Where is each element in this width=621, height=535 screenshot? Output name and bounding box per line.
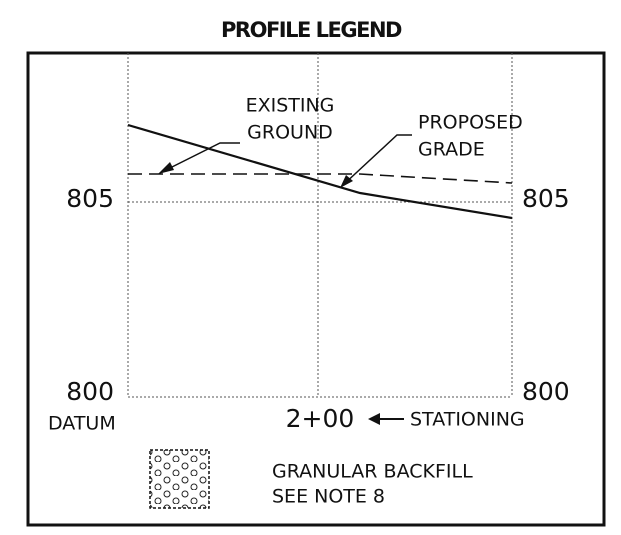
grid xyxy=(127,53,513,398)
backfill-swatch xyxy=(149,449,210,509)
legend-text: GRANULAR BACKFILL xyxy=(272,461,473,483)
legend-text: SEE NOTE 8 xyxy=(272,486,385,508)
arrowhead xyxy=(340,175,353,188)
callout-text: PROPOSED xyxy=(418,112,523,134)
stationing-label: STATIONING xyxy=(410,409,525,431)
leader-existing xyxy=(159,142,240,174)
frame xyxy=(26,51,606,527)
callout-text: EXISTING xyxy=(246,95,335,117)
datum-label: DATUM xyxy=(48,413,116,435)
leader-proposed xyxy=(341,134,412,187)
existing-ground xyxy=(127,123,513,220)
elevation-label: 800 xyxy=(522,377,570,406)
station-label: 2+00 xyxy=(286,404,355,433)
arrowhead xyxy=(158,162,174,174)
elevation-label: 800 xyxy=(66,377,114,406)
callout-text: GROUND xyxy=(247,122,333,144)
proposed-grade xyxy=(128,173,513,184)
title: PROFILE LEGEND xyxy=(221,18,402,42)
elevation-label: 805 xyxy=(522,184,570,213)
elevation-label: 805 xyxy=(66,184,114,213)
arrowhead xyxy=(368,413,380,425)
callout-text: GRADE xyxy=(418,139,485,161)
